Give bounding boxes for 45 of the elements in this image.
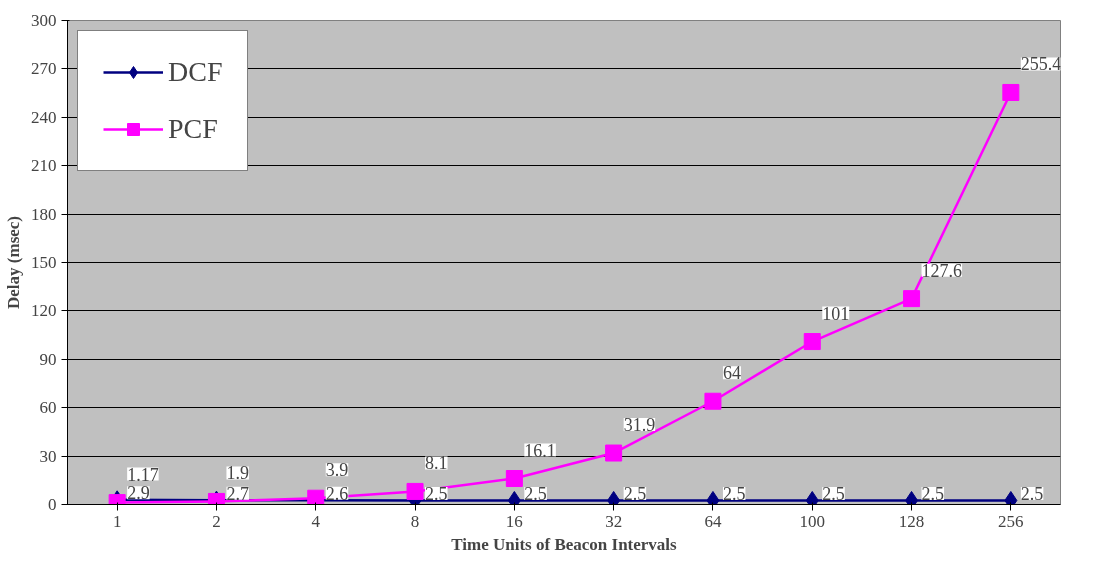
data-label: 64: [722, 363, 741, 384]
data-label: 2.5: [921, 483, 945, 504]
y-tick-label: 60: [39, 398, 57, 418]
x-tick-label: 4: [311, 511, 321, 531]
x-tick-label: 256: [998, 511, 1024, 531]
x-tick-label: 128: [898, 511, 925, 531]
data-label: 31.9: [623, 415, 656, 436]
y-tick-label: 240: [31, 107, 57, 127]
data-label: 2.5: [623, 483, 647, 504]
y-tick-label: 300: [31, 11, 57, 30]
x-tick-label: 16: [505, 511, 523, 531]
x-tick-label: 1: [112, 511, 122, 531]
data-label: 2.9: [127, 483, 150, 504]
data-label: 255.4: [1020, 54, 1062, 75]
data-label: 2.5: [1020, 483, 1044, 504]
y-tick-label: 270: [31, 59, 57, 79]
data-label: 2.5: [425, 483, 448, 504]
data-label: 8.1: [425, 453, 448, 474]
x-tick-label: 2: [212, 511, 221, 531]
y-tick-label: 0: [48, 495, 57, 514]
x-tick-label: 8: [410, 511, 420, 531]
x-tick-label: 64: [704, 511, 722, 531]
data-label: 1.17: [127, 464, 159, 485]
data-label: 1.9: [226, 463, 249, 484]
data-label: 2.5: [822, 483, 845, 504]
data-label: 101: [822, 303, 850, 324]
y-tick-label: 30: [39, 446, 57, 466]
y-axis-title: Delay (msec): [4, 215, 23, 309]
x-tick-label: 32: [605, 511, 623, 531]
data-label: 16.1: [524, 440, 556, 461]
y-tick-label: 210: [31, 156, 57, 176]
x-axis-title: Time Units of Beacon Intervals: [451, 534, 678, 554]
x-tick-label: 100: [799, 511, 825, 531]
y-tick-label: 180: [31, 204, 57, 224]
y-tick-label: 120: [31, 301, 57, 321]
data-label: 2.5: [524, 483, 547, 504]
data-label: 127.6: [921, 260, 963, 281]
data-label: 3.9: [325, 460, 349, 481]
data-label: 2.5: [722, 483, 746, 504]
y-tick-label: 90: [39, 349, 57, 369]
data-label: 2.7: [226, 483, 249, 504]
data-label: 2.6: [325, 483, 349, 504]
legend-label: PCF: [168, 113, 218, 145]
y-tick-label: 150: [31, 253, 57, 272]
legend-label: DCF: [168, 56, 223, 88]
